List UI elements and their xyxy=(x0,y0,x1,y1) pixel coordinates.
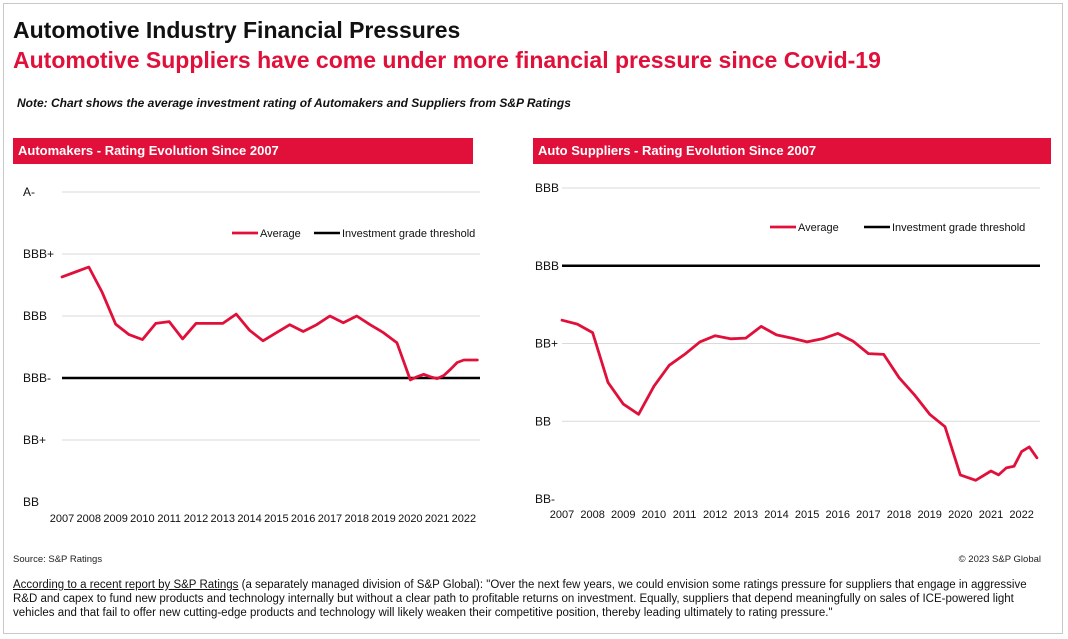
x-tick-label: 2007 xyxy=(50,513,74,525)
x-tick-label: 2022 xyxy=(452,513,476,525)
x-tick-label: 2013 xyxy=(734,509,758,521)
x-tick-label: 2014 xyxy=(237,513,261,525)
x-tick-label: 2011 xyxy=(157,513,181,525)
y-tick-label: BBB- xyxy=(23,371,51,385)
x-tick-label: 2010 xyxy=(130,513,154,525)
x-tick-label: 2012 xyxy=(703,509,727,521)
y-tick-label: BBB xyxy=(23,309,47,323)
x-tick-label: 2017 xyxy=(318,513,342,525)
suppliers-chart-header: Auto Suppliers - Rating Evolution Since … xyxy=(533,138,1051,164)
x-tick-label: 2019 xyxy=(917,509,941,521)
y-tick-label: BB xyxy=(23,495,39,509)
x-tick-label: 2020 xyxy=(948,509,972,521)
x-tick-label: 2009 xyxy=(611,509,635,521)
legend-threshold-label: Investment grade threshold xyxy=(892,222,1025,234)
y-tick-label: A- xyxy=(23,185,35,199)
x-tick-label: 2011 xyxy=(673,509,697,521)
average-series-line xyxy=(60,265,479,382)
x-tick-label: 2021 xyxy=(979,509,1003,521)
x-tick-label: 2022 xyxy=(1009,509,1033,521)
legend-average-label: Average xyxy=(260,228,301,240)
y-tick-label: BBB xyxy=(535,259,559,273)
x-tick-label: 2021 xyxy=(425,513,449,525)
y-tick-label: BBB+ xyxy=(23,247,54,261)
y-tick-label: BB+ xyxy=(535,337,558,351)
x-tick-label: 2019 xyxy=(371,513,395,525)
x-tick-label: 2007 xyxy=(550,509,574,521)
x-tick-label: 2017 xyxy=(856,509,880,521)
footer-body: (a separately managed division of S&P Gl… xyxy=(13,579,1027,619)
average-series-line xyxy=(560,318,1039,482)
y-tick-label: BB+ xyxy=(23,433,46,447)
x-tick-label: 2016 xyxy=(291,513,315,525)
x-tick-label: 2018 xyxy=(345,513,369,525)
x-tick-label: 2020 xyxy=(398,513,422,525)
x-tick-label: 2009 xyxy=(103,513,127,525)
x-tick-label: 2013 xyxy=(211,513,235,525)
source-note: Source: S&P Ratings xyxy=(13,554,103,565)
report-link[interactable]: According to a recent report by S&P Rati… xyxy=(13,579,239,591)
x-tick-label: 2018 xyxy=(887,509,911,521)
legend-threshold-label: Investment grade threshold xyxy=(342,228,475,240)
copyright-note: © 2023 S&P Global xyxy=(958,554,1041,565)
x-tick-label: 2014 xyxy=(764,509,788,521)
x-tick-label: 2012 xyxy=(184,513,208,525)
x-tick-label: 2015 xyxy=(264,513,288,525)
x-tick-label: 2015 xyxy=(795,509,819,521)
y-tick-label: BB- xyxy=(535,492,555,506)
x-tick-label: 2010 xyxy=(642,509,666,521)
footer-quote: According to a recent report by S&P Rati… xyxy=(13,578,1043,620)
x-tick-label: 2008 xyxy=(580,509,604,521)
legend-average-label: Average xyxy=(798,222,839,234)
y-tick-label: BB xyxy=(535,414,551,428)
x-tick-label: 2008 xyxy=(77,513,101,525)
page-subtitle: Automotive Suppliers have come under mor… xyxy=(13,47,881,73)
y-tick-label: BBB xyxy=(535,181,559,195)
page-title: Automotive Industry Financial Pressures xyxy=(13,17,461,43)
automakers-chart-header: Automakers - Rating Evolution Since 2007 xyxy=(13,138,473,164)
x-tick-label: 2016 xyxy=(826,509,850,521)
chart-note: Note: Chart shows the average investment… xyxy=(17,96,571,110)
figure-frame xyxy=(3,3,1063,634)
